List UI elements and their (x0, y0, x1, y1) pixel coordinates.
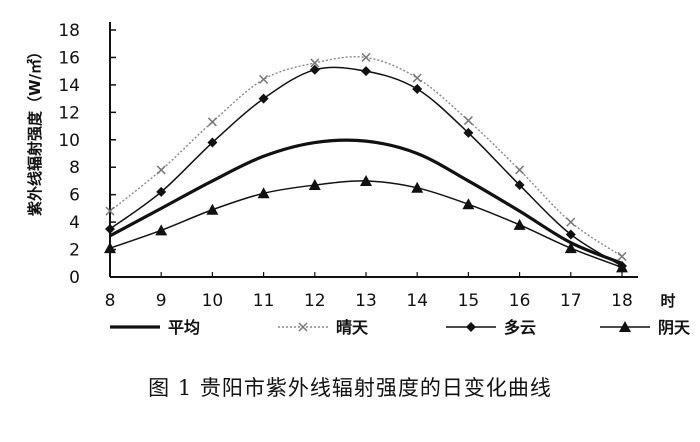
data-point (514, 180, 525, 191)
data-point (104, 242, 116, 254)
data-point (617, 251, 627, 261)
y-tick-label: 0 (69, 268, 80, 288)
x-tick-label: 9 (156, 291, 167, 311)
y-tick-label: 12 (58, 103, 80, 123)
x-tick-label: 15 (458, 291, 480, 311)
data-point (156, 165, 166, 175)
legend-item: 多云 (446, 318, 536, 337)
x-tick-label: 17 (560, 291, 582, 311)
legend-label: 阴天 (658, 318, 691, 337)
legend-label: 平均 (168, 318, 200, 337)
data-point (412, 84, 423, 95)
y-tick-label: 2 (69, 241, 80, 261)
data-point (207, 137, 218, 148)
legend-item: 平均 (110, 318, 200, 337)
data-point (361, 52, 371, 62)
data-point (462, 198, 475, 210)
x-tick-label: 8 (105, 291, 116, 311)
data-point (515, 165, 525, 175)
series-lines (104, 52, 628, 273)
x-tick-label: 16 (509, 291, 531, 311)
y-tick-label: 6 (69, 186, 80, 206)
legend-item: 晴天 (278, 318, 369, 337)
x-tick-label: 13 (355, 291, 377, 311)
y-tick-label: 18 (58, 21, 80, 41)
series-- (109, 138, 623, 265)
series-- (105, 52, 627, 261)
x-tick-labels: 8 9 10 11 12 13 14 15 16 17 18 (105, 291, 633, 311)
y-tick-label: 14 (58, 76, 80, 96)
y-tick-label: 10 (58, 131, 80, 151)
y-tick-label: 8 (69, 158, 80, 178)
data-point (105, 223, 115, 234)
legend-marker (619, 321, 631, 332)
data-point (155, 224, 168, 236)
legend-label: 晴天 (336, 318, 369, 337)
data-point (259, 74, 269, 84)
data-point (207, 117, 217, 127)
data-point (308, 179, 321, 191)
figure-caption: 图 1 贵阳市紫外线辐射强度的日变化曲线 (148, 376, 552, 400)
data-point (566, 217, 576, 227)
y-tick-labels: 0 2 4 6 8 10 12 14 16 18 (58, 21, 80, 288)
data-point (105, 206, 115, 216)
data-point (206, 203, 219, 215)
series-- (105, 64, 627, 272)
data-point (411, 181, 424, 193)
data-point (361, 66, 371, 77)
line-chart: 0 2 4 6 8 10 12 14 16 18 8 9 10 11 12 13 14 15 16 17 18 平均 晴… (26, 21, 691, 337)
legend-marker (298, 322, 308, 332)
x-tick-label: 12 (304, 291, 326, 311)
data-point (258, 93, 269, 104)
data-point (360, 174, 372, 186)
data-point (463, 116, 473, 126)
y-tick-label: 4 (69, 213, 80, 233)
x-axis-label: 时 (660, 292, 675, 310)
axes (109, 22, 638, 278)
legend-label: 多云 (504, 318, 536, 337)
data-point (257, 187, 270, 199)
x-tick-label: 10 (202, 291, 224, 311)
series-line (109, 138, 623, 265)
data-point (564, 242, 577, 254)
y-axis-label: 紫外线辐射强度（W/㎡） (26, 44, 44, 216)
data-point (156, 186, 167, 197)
legend-marker (466, 322, 476, 332)
data-point (565, 229, 576, 240)
x-tick-label: 11 (253, 291, 275, 311)
y-tick-label: 16 (58, 48, 80, 68)
data-point (412, 73, 422, 83)
data-point (463, 127, 474, 138)
series-- (104, 174, 628, 273)
data-point (616, 261, 628, 273)
data-point (309, 64, 320, 75)
data-point (310, 58, 320, 68)
legend-item: 阴天 (600, 318, 691, 337)
x-tick-label: 18 (611, 291, 633, 311)
legend: 平均 晴天 多云 阴天 (110, 318, 691, 337)
data-point (513, 218, 526, 230)
x-tick-label: 14 (406, 291, 428, 311)
